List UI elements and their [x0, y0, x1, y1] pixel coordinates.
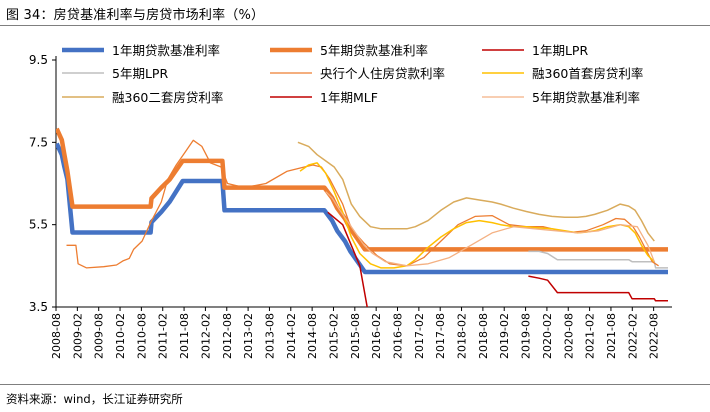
- x-tick-label: 2017-08: [434, 313, 447, 359]
- legend-label: 1年期LPR: [532, 43, 588, 58]
- y-tick-label: 9.5: [29, 53, 48, 67]
- x-tick-label: 2019-08: [520, 313, 533, 359]
- chart-title: 图 34：房贷基准利率与房贷市场利率（%）: [6, 8, 265, 23]
- x-tick-label: 2012-02: [199, 313, 212, 359]
- legend-label: 央行个人住房贷款利率: [320, 66, 445, 81]
- x-tick-label: 2009-08: [93, 313, 106, 359]
- legend-label: 5年期贷款基准利率: [532, 90, 640, 105]
- series-line-1年期LPR: [528, 275, 668, 302]
- source-divider: [0, 384, 710, 385]
- title-divider: [0, 25, 710, 26]
- legend-label: 融360二套房贷利率: [112, 90, 223, 105]
- y-tick-label: 3.5: [29, 300, 48, 314]
- x-tick-label: 2010-02: [114, 313, 127, 359]
- legend-label: 1年期贷款基准利率: [112, 43, 220, 58]
- x-tick-label: 2021-08: [605, 313, 618, 359]
- x-tick-label: 2016-02: [370, 313, 383, 359]
- x-tick-label: 2012-08: [221, 313, 234, 359]
- x-tick-label: 2014-02: [285, 313, 298, 359]
- series-line-5年期LPR: [528, 250, 668, 269]
- source-note: 资料来源：wind，长江证券研究所: [6, 392, 183, 406]
- x-tick-label: 2013-08: [263, 313, 276, 359]
- x-tick-label: 2011-08: [178, 313, 191, 359]
- x-tick-label: 2017-02: [413, 313, 426, 359]
- x-tick-label: 2021-02: [584, 313, 597, 359]
- x-tick-label: 2022-08: [648, 313, 661, 359]
- chart-legend: 1年期贷款基准利率 5年期贷款基准利率 1年期LPR 5年期LPR 央行个人住房贷款利率…: [62, 43, 643, 105]
- legend-label: 融360首套房贷利率: [532, 66, 643, 81]
- series-line-5年期贷款基准利率: [56, 127, 668, 252]
- x-tick-label: 2013-02: [242, 313, 255, 359]
- x-tick-label: 2011-02: [157, 313, 170, 359]
- x-tick-label: 2008-08: [50, 313, 63, 359]
- series-line-1年期MLF: [327, 211, 368, 307]
- x-tick-label: 2019-02: [498, 313, 511, 359]
- x-tick-label: 2022-02: [626, 313, 639, 359]
- series-line-5年期贷款基准利率: [325, 191, 655, 267]
- x-tick-label: 2009-02: [71, 313, 84, 359]
- x-tick-label: 2018-02: [456, 313, 469, 359]
- y-tick-label: 7.5: [29, 135, 48, 149]
- x-tick-label: 2010-08: [135, 313, 148, 359]
- legend-label: 5年期LPR: [112, 66, 168, 81]
- x-tick-label: 2015-02: [327, 313, 340, 359]
- series-line-融360二套房贷利率: [297, 141, 655, 242]
- x-tick-label: 2018-08: [477, 313, 490, 359]
- series-line-融360首套房贷利率: [299, 162, 655, 269]
- x-tick-label: 2015-08: [349, 313, 362, 359]
- legend-label: 5年期贷款基准利率: [320, 43, 428, 58]
- chart-series-lines: [56, 127, 668, 307]
- x-tick-label: 2016-08: [392, 313, 405, 359]
- legend-label: 1年期MLF: [320, 90, 378, 105]
- x-tick-label: 2020-08: [562, 313, 575, 359]
- y-tick-label: 5.5: [29, 218, 48, 232]
- x-tick-label: 2014-08: [306, 313, 319, 359]
- x-tick-label: 2020-02: [541, 313, 554, 359]
